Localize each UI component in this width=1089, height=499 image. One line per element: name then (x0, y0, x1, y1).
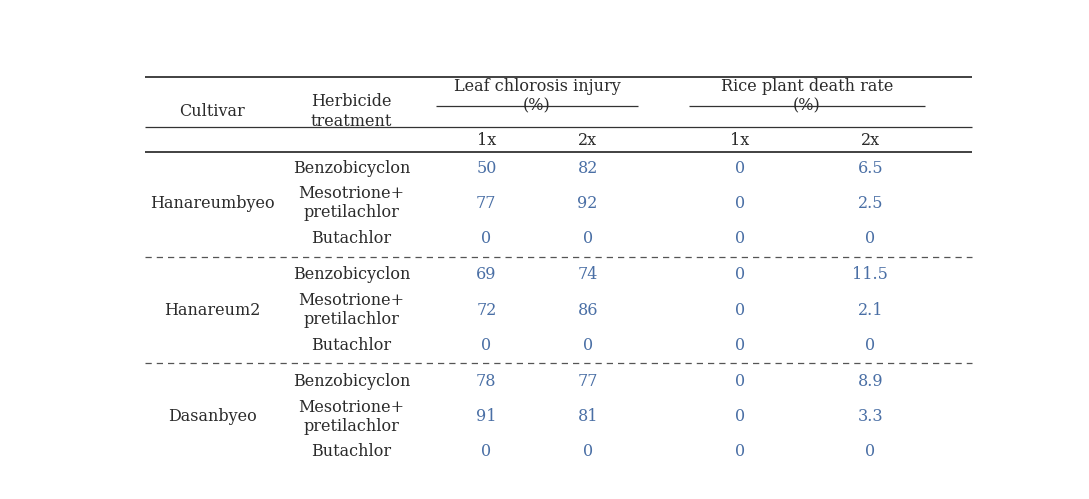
Text: 3.3: 3.3 (857, 408, 883, 425)
Text: Hanareumbyeo: Hanareumbyeo (150, 195, 274, 212)
Text: 72: 72 (476, 301, 497, 318)
Text: 86: 86 (577, 301, 598, 318)
Text: 2x: 2x (578, 132, 597, 149)
Text: 81: 81 (577, 408, 598, 425)
Text: 1x: 1x (730, 132, 749, 149)
Text: Leaf chlorosis injury
(%): Leaf chlorosis injury (%) (454, 78, 621, 115)
Text: 50: 50 (476, 160, 497, 177)
Text: 0: 0 (866, 337, 876, 354)
Text: Herbicide
treatment: Herbicide treatment (310, 93, 392, 130)
Text: Mesotrione+
pretilachlor: Mesotrione+ pretilachlor (298, 399, 404, 435)
Text: Benzobicyclon: Benzobicyclon (293, 373, 411, 390)
Text: 92: 92 (577, 195, 598, 212)
Text: 91: 91 (476, 408, 497, 425)
Text: Mesotrione+
pretilachlor: Mesotrione+ pretilachlor (298, 185, 404, 222)
Text: Rice plant death rate
(%): Rice plant death rate (%) (721, 78, 893, 115)
Text: Butachlor: Butachlor (311, 230, 391, 247)
Text: 2.5: 2.5 (858, 195, 883, 212)
Text: 2x: 2x (860, 132, 880, 149)
Text: 2.1: 2.1 (858, 301, 883, 318)
Text: 0: 0 (734, 337, 745, 354)
Text: 0: 0 (583, 230, 592, 247)
Text: Cultivar: Cultivar (180, 103, 245, 120)
Text: 0: 0 (866, 230, 876, 247)
Text: 6.5: 6.5 (857, 160, 883, 177)
Text: 0: 0 (583, 444, 592, 461)
Text: 0: 0 (734, 160, 745, 177)
Text: 69: 69 (476, 266, 497, 283)
Text: 77: 77 (577, 373, 598, 390)
Text: 78: 78 (476, 373, 497, 390)
Text: Butachlor: Butachlor (311, 337, 391, 354)
Text: 74: 74 (577, 266, 598, 283)
Text: 8.9: 8.9 (857, 373, 883, 390)
Text: Benzobicyclon: Benzobicyclon (293, 160, 411, 177)
Text: 1x: 1x (477, 132, 495, 149)
Text: Benzobicyclon: Benzobicyclon (293, 266, 411, 283)
Text: 77: 77 (476, 195, 497, 212)
Text: 0: 0 (583, 337, 592, 354)
Text: Butachlor: Butachlor (311, 444, 391, 461)
Text: 0: 0 (866, 444, 876, 461)
Text: 0: 0 (481, 230, 491, 247)
Text: 82: 82 (577, 160, 598, 177)
Text: 0: 0 (481, 337, 491, 354)
Text: 0: 0 (734, 408, 745, 425)
Text: 0: 0 (734, 230, 745, 247)
Text: 0: 0 (734, 373, 745, 390)
Text: 0: 0 (734, 301, 745, 318)
Text: 0: 0 (734, 195, 745, 212)
Text: 0: 0 (734, 266, 745, 283)
Text: Dasanbyeo: Dasanbyeo (168, 408, 256, 425)
Text: 0: 0 (734, 444, 745, 461)
Text: 0: 0 (481, 444, 491, 461)
Text: 11.5: 11.5 (853, 266, 889, 283)
Text: Mesotrione+
pretilachlor: Mesotrione+ pretilachlor (298, 292, 404, 328)
Text: Hanareum2: Hanareum2 (164, 301, 260, 318)
